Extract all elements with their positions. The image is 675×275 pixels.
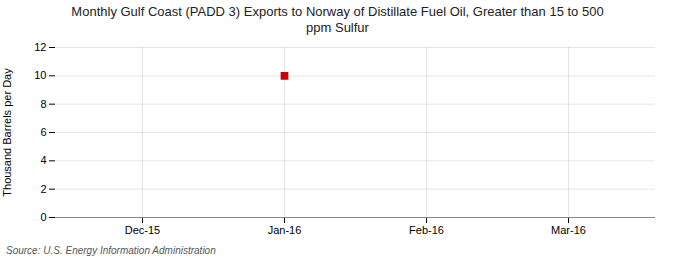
- svg-text:6: 6: [40, 126, 46, 138]
- svg-text:12: 12: [34, 41, 46, 53]
- svg-text:10: 10: [34, 70, 46, 82]
- svg-text:2: 2: [40, 183, 46, 195]
- svg-text:Jan-16: Jan-16: [268, 224, 302, 236]
- svg-text:4: 4: [40, 155, 46, 167]
- svg-text:0: 0: [40, 211, 46, 223]
- html-text:Source: U.S. Energy Informatio: Source: U.S. Energy Information Administ…: [6, 245, 216, 257]
- svg-text:Dec-15: Dec-15: [125, 224, 160, 236]
- html-text:Monthly Gulf Coast (PADD 3) Ex: Monthly Gulf Coast (PADD 3) Exports to N…: [71, 4, 604, 35]
- svg-text:Feb-16: Feb-16: [409, 224, 444, 236]
- svg-text:Thousand Barrels per Day: Thousand Barrels per Day: [1, 68, 13, 197]
- svg-text:8: 8: [40, 98, 46, 110]
- svg-text:Mar-16: Mar-16: [551, 224, 586, 236]
